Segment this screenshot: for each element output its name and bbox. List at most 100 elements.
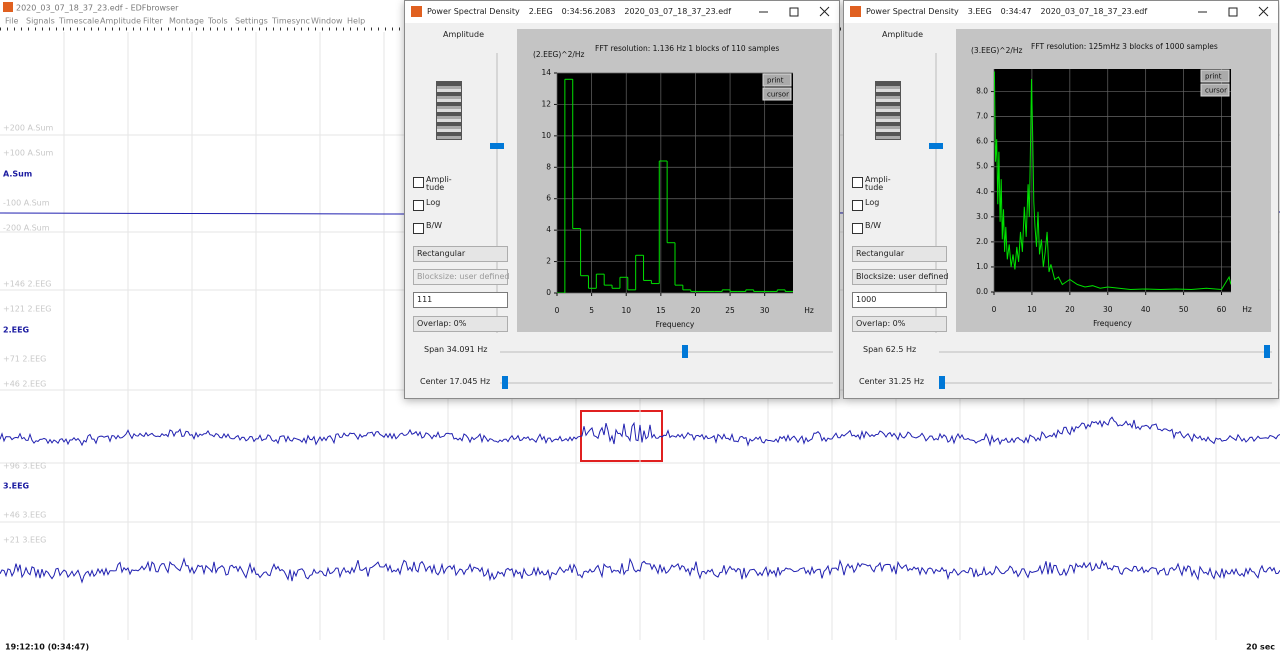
checkbox-label: B/W [426,221,443,230]
title-part: Power Spectral Density [427,7,520,16]
title-part: 0:34:47 [1000,7,1032,16]
y-tick-label: 2.0 [976,237,988,246]
window-icon [850,6,861,17]
amplitude-slider-thumb[interactable] [929,143,943,149]
y-tick-label: 7.0 [976,112,988,121]
checkbox-label: B/W [865,221,882,230]
x-tick-label: 10 [621,306,631,315]
blocksize-select[interactable]: Blocksize: user defined [852,269,949,285]
checkbox[interactable] [852,177,863,188]
chart-title: FFT resolution: 1.136 Hz 1 blocks of 110… [595,44,779,53]
spectrum [994,71,1231,291]
y-tick-label: 5.0 [976,162,988,171]
window-title: Power Spectral Density 2.EEG 0:34:56.2083 2… [427,7,731,16]
menu-item[interactable]: Tools [207,17,228,26]
chart-button[interactable] [762,73,792,87]
menu-item[interactable]: Montage [169,17,204,26]
amplitude-slider-track[interactable] [935,53,937,333]
menu-item[interactable]: Timesync [271,17,310,26]
close-button[interactable] [1258,6,1269,17]
time-position: 19:12:10 (0:34:47) [5,643,89,652]
window-controls [759,6,830,17]
amplitude-slider-track[interactable] [496,53,498,333]
chart-button-label[interactable]: print [767,77,784,85]
amplitude-gauge [436,81,462,140]
y-axis-label: (3.EEG)^2/Hz [971,46,1023,55]
menu-item[interactable]: Amplitude [100,17,141,26]
center-slider-thumb[interactable] [502,376,508,389]
chart-button[interactable] [762,87,792,101]
overlap-select[interactable]: Overlap: 0% [852,316,947,332]
x-tick-label: 30 [1103,305,1113,314]
center-slider-track[interactable] [939,382,1272,384]
signal-scale-label: -200 A.Sum [3,224,50,233]
x-tick-label: 25 [725,306,735,315]
menu-item[interactable]: Timescale [58,17,99,26]
span-label: Span 62.5 Hz [863,345,917,354]
blocksize-spinbox[interactable]: 111 [413,292,508,308]
span-slider-track[interactable] [939,351,1272,353]
x-axis-unit: Hz [804,306,814,315]
signal-scale-label: -100 A.Sum [3,199,50,208]
chart-button-label[interactable]: print [1205,73,1222,81]
y-tick-label: 4.0 [976,187,988,196]
chart-button-label[interactable]: cursor [1205,87,1227,95]
title-bar: Power Spectral Density 3.EEG 0:34:47 2020_0… [844,1,1278,23]
signal-name: A.Sum [3,170,32,179]
span-slider-thumb[interactable] [1264,345,1270,358]
center-slider-track[interactable] [500,382,833,384]
signal-name: 2.EEG [3,326,29,335]
window-title: Power Spectral Density 3.EEG 0:34:47 2020_0… [866,7,1147,16]
close-button[interactable] [819,6,830,17]
checkbox[interactable] [413,177,424,188]
menu-item[interactable]: Window [311,17,343,26]
span-label: Span 34.091 Hz [424,345,488,354]
checkbox-label: Ampli- tude [865,175,891,192]
y-tick-label: 3.0 [976,212,988,221]
window-function-select[interactable]: Rectangular [413,246,508,262]
span-slider-thumb[interactable] [682,345,688,358]
maximize-button[interactable] [1228,7,1238,17]
y-tick-label: 14 [541,68,551,77]
chart-button[interactable] [1200,69,1230,83]
signal-scale-label: +200 A.Sum [3,124,54,133]
title-bar: Power Spectral Density 2.EEG 0:34:56.2083 2… [405,1,839,23]
menu-item[interactable]: Filter [143,17,164,26]
amplitude-slider-thumb[interactable] [490,143,504,149]
y-tick-label: 2 [546,257,551,266]
chart-button-label[interactable]: cursor [767,91,789,99]
menu-item[interactable]: Signals [26,17,55,26]
center-slider-thumb[interactable] [939,376,945,389]
window-function-select[interactable]: Rectangular [852,246,947,262]
blocksize-select[interactable]: Blocksize: user defined [413,269,510,285]
checkbox[interactable] [852,223,863,234]
checkbox-label: Ampli- tude [426,175,452,192]
overlap-select[interactable]: Overlap: 0% [413,316,508,332]
psd-window: Power Spectral Density 2.EEG 0:34:56.2083 2… [404,0,840,399]
checkbox[interactable] [413,223,424,234]
x-tick-label: 15 [656,306,666,315]
x-axis-label: Frequency [656,320,695,329]
amplitude-label: Amplitude [443,30,484,39]
checkbox[interactable] [852,200,863,211]
signal-scale-label: +46 2.EEG [3,380,46,389]
signal-scale-label: +100 A.Sum [3,149,54,158]
checkbox[interactable] [413,200,424,211]
maximize-button[interactable] [789,7,799,17]
blocksize-spinbox[interactable]: 1000 [852,292,947,308]
window-title: 2020_03_07_18_37_23.edf - EDFbrowser [16,4,179,13]
signal-scale-label: +46 3.EEG [3,511,46,520]
menu-item[interactable]: Help [347,17,365,26]
amplitude-label: Amplitude [882,30,923,39]
page-length: 20 sec [1246,643,1275,652]
menu-item[interactable]: Settings [235,17,268,26]
span-slider-track[interactable] [500,351,833,353]
chart-button[interactable] [1200,83,1230,97]
title-part: 2020_03_07_18_37_23.edf [624,7,732,16]
eeg-2-trace [0,416,1280,447]
signal-scale-label: +146 2.EEG [3,280,51,289]
y-tick-label: 8 [546,162,551,171]
menu-item[interactable]: File [5,17,18,26]
center-label: Center 31.25 Hz [859,377,925,386]
y-tick-label: 4 [546,225,551,234]
